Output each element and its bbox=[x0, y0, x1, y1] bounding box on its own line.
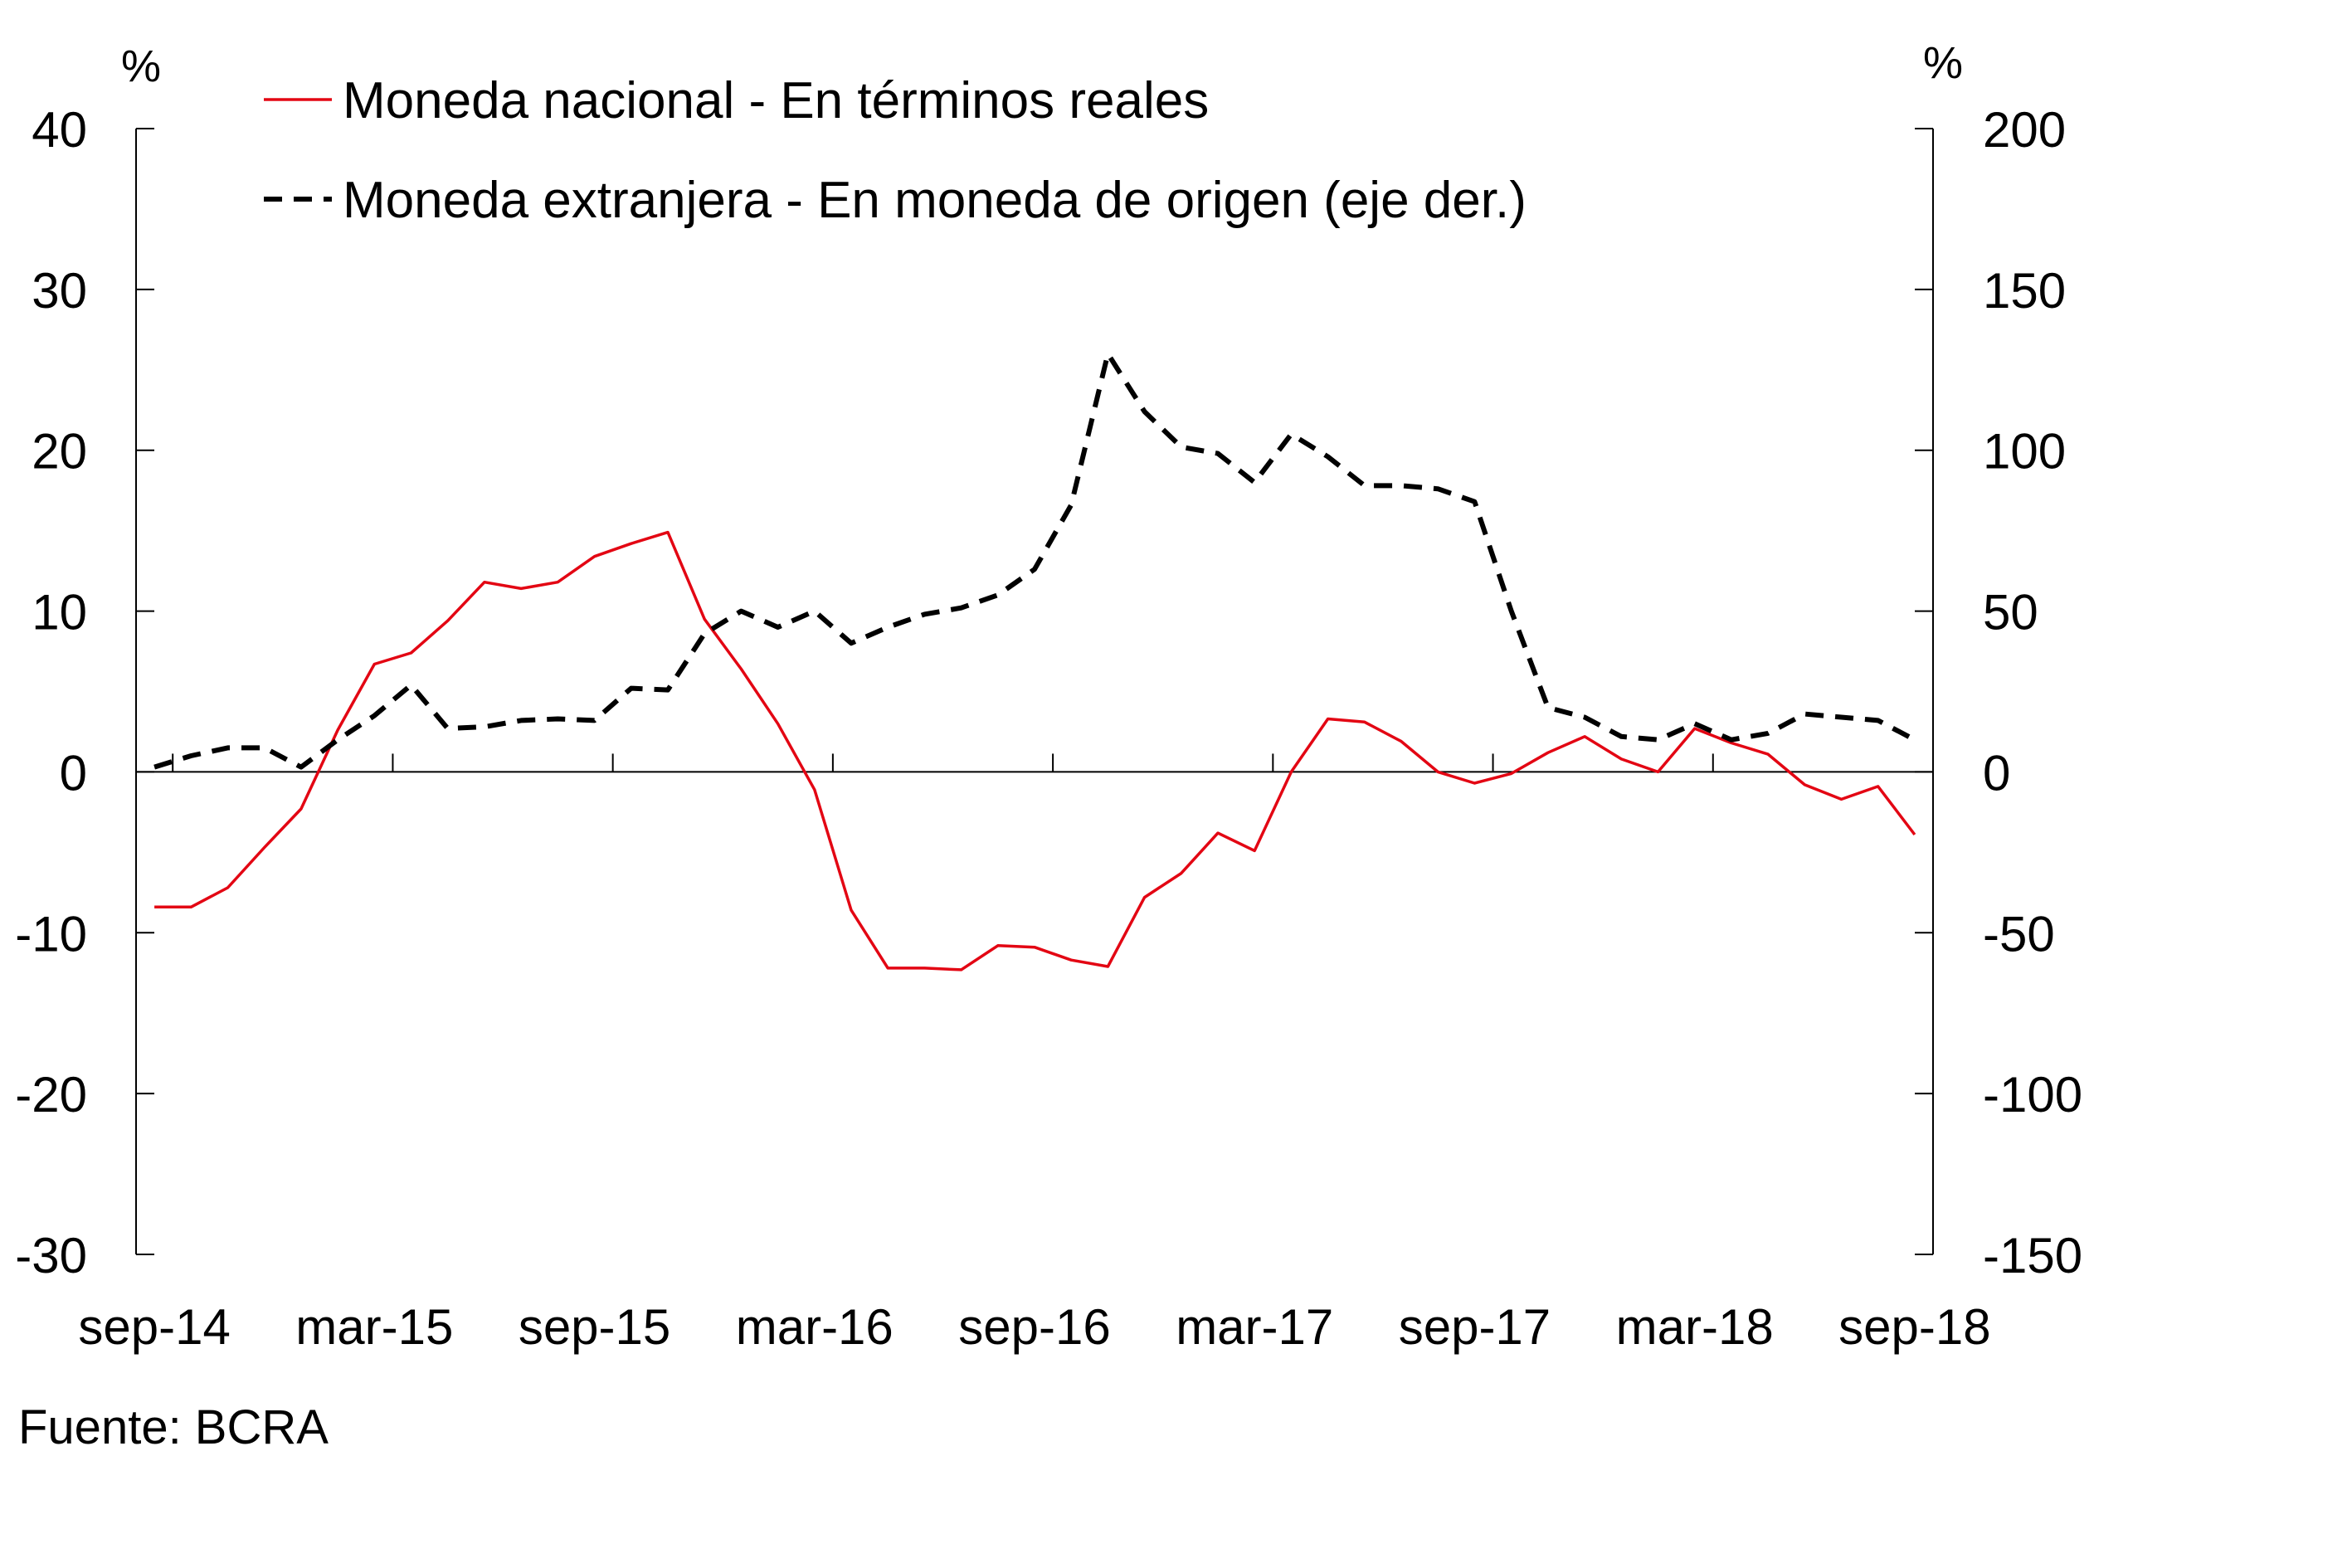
left-axis-tick-label: -30 bbox=[15, 1228, 87, 1283]
x-axis-tick-label: mar-16 bbox=[736, 1299, 894, 1355]
series-layer bbox=[153, 351, 1916, 971]
right-axis-tick-label: 50 bbox=[1983, 585, 2038, 640]
x-axis-tick-label: mar-18 bbox=[1616, 1299, 1774, 1355]
series-line-moneda-extranjera bbox=[153, 351, 1916, 770]
right-axis-tick-label: 150 bbox=[1983, 263, 2066, 319]
left-axis-tick-label: 40 bbox=[32, 102, 87, 158]
right-axis-tick-label: 100 bbox=[1983, 424, 2066, 480]
legend: Moneda nacional - En términos reales Mone… bbox=[264, 72, 1527, 229]
x-axis-tick-label: mar-17 bbox=[1176, 1299, 1333, 1355]
left-axis-tick-label: 0 bbox=[60, 745, 87, 801]
left-axis-unit: % bbox=[121, 41, 161, 91]
series-line-moneda-nacional bbox=[154, 530, 1916, 971]
right-axis-unit: % bbox=[1923, 38, 1963, 88]
right-axis-tick-label: 200 bbox=[1983, 102, 2066, 158]
right-axis-tick-label: -100 bbox=[1983, 1067, 2082, 1122]
right-axis-tick-label: -50 bbox=[1983, 906, 2055, 962]
left-axis-tick-label: 20 bbox=[32, 424, 87, 480]
legend-label: Moneda nacional - En términos reales bbox=[343, 72, 1209, 129]
right-axis-tick-label: 0 bbox=[1983, 745, 2010, 801]
left-axis-tick-label: -20 bbox=[15, 1067, 87, 1122]
x-axis-tick-label: mar-15 bbox=[295, 1299, 453, 1355]
legend-label: Moneda extranjera - En moneda de origen … bbox=[343, 172, 1527, 229]
x-axis-tick-label: sep-14 bbox=[78, 1299, 230, 1355]
x-axis-tick-label: sep-15 bbox=[519, 1299, 670, 1355]
right-axis-tick-label: -150 bbox=[1983, 1228, 2082, 1283]
x-axis-tick-label: sep-17 bbox=[1399, 1299, 1551, 1355]
x-axis-tick-label: sep-16 bbox=[958, 1299, 1110, 1355]
source-label: Fuente: BCRA bbox=[18, 1400, 329, 1454]
left-axis-tick-label: -10 bbox=[15, 906, 87, 962]
x-axis-tick-label: sep-18 bbox=[1838, 1299, 1990, 1355]
left-axis-tick-label: 10 bbox=[32, 585, 87, 640]
left-axis-tick-label: 30 bbox=[32, 263, 87, 319]
axes: 403020100-10-20-30200150100500-50-100-15… bbox=[15, 38, 2082, 1355]
